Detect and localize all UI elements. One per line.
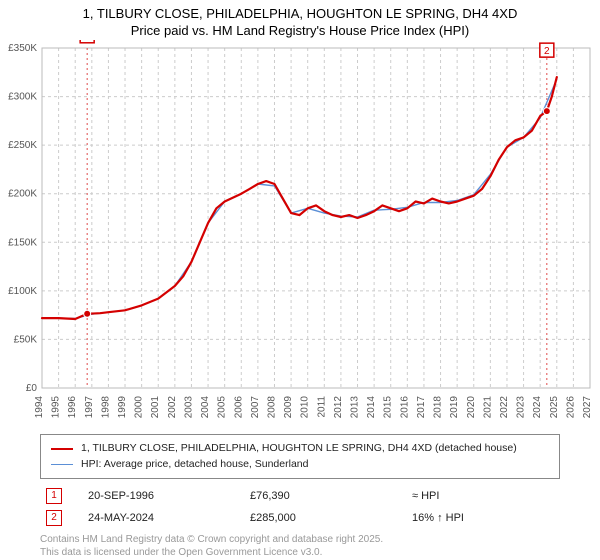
svg-text:2010: 2010 [300, 395, 311, 418]
title-line-1: 1, TILBURY CLOSE, PHILADELPHIA, HOUGHTON… [0, 6, 600, 23]
svg-text:£300K: £300K [8, 91, 37, 102]
svg-text:£350K: £350K [8, 43, 37, 54]
legend-item: HPI: Average price, detached house, Sund… [51, 457, 549, 473]
svg-text:2015: 2015 [383, 395, 394, 418]
sale-price: £285,000 [244, 507, 406, 529]
attribution-line-1: Contains HM Land Registry data © Crown c… [40, 533, 560, 546]
svg-text:2013: 2013 [350, 395, 361, 418]
svg-text:2024: 2024 [532, 395, 543, 418]
svg-text:2019: 2019 [449, 395, 460, 418]
svg-text:1: 1 [84, 40, 90, 43]
chart-plot: £0 £50K £100K £150K £200K £250K £300K £350K 1994… [0, 40, 600, 430]
svg-text:2017: 2017 [416, 395, 427, 418]
svg-text:2016: 2016 [399, 395, 410, 418]
svg-text:2023: 2023 [516, 395, 527, 418]
svg-text:1999: 1999 [117, 395, 128, 418]
svg-text:2008: 2008 [266, 395, 277, 418]
legend-swatch [51, 448, 73, 450]
sale-price: £76,390 [244, 485, 406, 507]
svg-text:2026: 2026 [565, 395, 576, 418]
svg-text:2006: 2006 [233, 395, 244, 418]
sale-delta: 16% ↑ HPI [406, 507, 560, 529]
svg-text:2002: 2002 [167, 395, 178, 418]
sale-marker-badge: 2 [46, 510, 62, 526]
title-line-2: Price paid vs. HM Land Registry's House … [0, 23, 600, 40]
svg-text:2003: 2003 [183, 395, 194, 418]
svg-text:2001: 2001 [150, 395, 161, 418]
legend: 1, TILBURY CLOSE, PHILADELPHIA, HOUGHTON… [40, 434, 560, 480]
svg-text:2009: 2009 [283, 395, 294, 418]
svg-text:2004: 2004 [200, 395, 211, 418]
sale-marker-badge: 1 [46, 488, 62, 504]
svg-text:2025: 2025 [549, 395, 560, 418]
svg-text:2: 2 [544, 46, 550, 57]
svg-text:£50K: £50K [14, 334, 38, 345]
chart-title: 1, TILBURY CLOSE, PHILADELPHIA, HOUGHTON… [0, 0, 600, 40]
svg-text:2020: 2020 [466, 395, 477, 418]
svg-text:2000: 2000 [134, 395, 145, 418]
legend-item: 1, TILBURY CLOSE, PHILADELPHIA, HOUGHTON… [51, 441, 549, 457]
svg-text:1996: 1996 [67, 395, 78, 418]
attribution: Contains HM Land Registry data © Crown c… [40, 533, 560, 559]
svg-text:2027: 2027 [582, 395, 593, 418]
svg-text:1995: 1995 [51, 395, 62, 418]
legend-label: 1, TILBURY CLOSE, PHILADELPHIA, HOUGHTON… [81, 441, 517, 457]
sale-delta: ≈ HPI [406, 485, 560, 507]
sale-row: 1 20-SEP-1996£76,390≈ HPI [40, 485, 560, 507]
svg-text:2022: 2022 [499, 395, 510, 418]
svg-text:£0: £0 [26, 383, 38, 394]
svg-text:1998: 1998 [100, 395, 111, 418]
sale-date: 24-MAY-2024 [82, 507, 244, 529]
sale-marker-cell: 2 [40, 507, 82, 529]
svg-text:1994: 1994 [34, 395, 45, 418]
svg-text:2018: 2018 [433, 395, 444, 418]
svg-text:2021: 2021 [482, 395, 493, 418]
sale-marker-cell: 1 [40, 485, 82, 507]
sale-date: 20-SEP-1996 [82, 485, 244, 507]
svg-text:2011: 2011 [316, 395, 327, 417]
svg-text:£100K: £100K [8, 286, 37, 297]
svg-text:1997: 1997 [84, 395, 95, 418]
attribution-line-2: This data is licensed under the Open Gov… [40, 546, 560, 559]
svg-text:2012: 2012 [333, 395, 344, 418]
chart-svg: £0 £50K £100K £150K £200K £250K £300K £350K 1994… [0, 40, 600, 430]
svg-text:£250K: £250K [8, 140, 37, 151]
svg-text:2007: 2007 [250, 395, 261, 418]
legend-label: HPI: Average price, detached house, Sund… [81, 457, 308, 473]
svg-text:2005: 2005 [217, 395, 228, 418]
svg-text:£200K: £200K [8, 188, 37, 199]
sale-row: 2 24-MAY-2024£285,00016% ↑ HPI [40, 507, 560, 529]
svg-text:2014: 2014 [366, 395, 377, 418]
sales-table: 1 20-SEP-1996£76,390≈ HPI 2 24-MAY-2024£285… [40, 485, 560, 529]
svg-text:£150K: £150K [8, 237, 37, 248]
legend-swatch [51, 464, 73, 465]
